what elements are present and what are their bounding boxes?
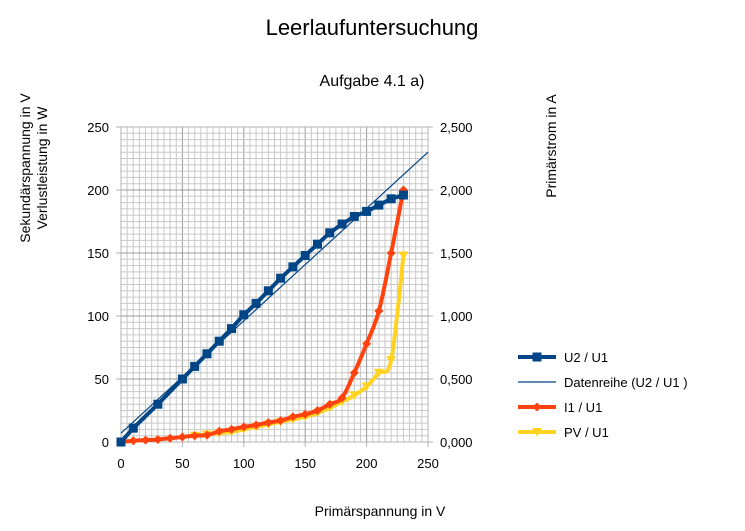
data-point [177,374,187,384]
y-axis-label-left-1: Sekundärspannung in V [17,93,33,243]
data-point [337,219,347,229]
legend-entry: PV / U1 [518,425,609,440]
y-left-tick-label: 200 [87,183,109,198]
data-point [276,416,286,426]
legend-marker [532,428,542,437]
series-layer [116,151,429,447]
trendline [120,151,429,434]
data-point [349,368,359,378]
y-left-tick-label: 250 [87,120,109,135]
y-left-tick-label: 50 [95,372,109,387]
x-tick-label: 0 [117,456,124,471]
x-axis-label: Primärspannung in V [315,503,446,519]
data-point [398,190,408,200]
data-point [325,228,335,238]
y-left-tick-label: 100 [87,309,109,324]
data-point [288,262,298,272]
axes [116,126,433,447]
x-tick-label: 150 [294,456,316,471]
data-point [386,248,396,258]
series-line [119,193,406,444]
legend-label: I1 / U1 [564,400,602,415]
data-point [165,433,175,443]
data-point [239,310,249,320]
y-left-tick-label: 0 [102,435,109,450]
data-point [288,412,298,422]
data-point [325,399,335,409]
data-point [153,399,163,409]
data-point [386,356,397,365]
y-right-tick-label: 1,500 [440,246,473,261]
legend: U2 / U1 Datenreihe (U2 / U1 ) I1 / U1 PV / … [518,350,688,440]
data-point [361,382,372,392]
tick-labels: 0 50 100 150 200 2500501001502002500,0000,500… [87,120,472,471]
y-right-tick-label: 0,500 [440,372,473,387]
data-point [239,422,249,432]
data-point [227,324,237,334]
y-right-tick-label: 0,000 [440,435,473,450]
y-right-tick-label: 2,500 [440,120,473,135]
data-point [373,368,384,378]
data-point [362,206,372,216]
data-point [263,417,273,427]
legend-entry: I1 / U1 [518,400,602,415]
legend-entry: U2 / U1 [518,350,608,365]
data-point [214,426,224,436]
data-point [128,423,138,433]
series-u2-u1 [116,190,408,447]
data-point [128,436,138,446]
x-tick-label: 100 [233,456,255,471]
x-tick-label: 250 [417,456,439,471]
y-axis-label-right: Primärstrom in A [543,94,559,198]
data-point [386,194,396,204]
data-point [263,286,273,296]
data-point [227,424,237,434]
data-point [374,306,384,316]
x-tick-label: 50 [175,456,189,471]
chart-subtitle: Aufgabe 4.1 a) [320,73,425,90]
legend-label: PV / U1 [564,425,609,440]
data-point [349,391,360,400]
data-point [312,406,322,415]
data-point [116,437,126,447]
data-point [276,273,286,283]
data-point [214,336,224,346]
legend-marker [532,352,542,362]
data-point [374,200,384,210]
y-right-tick-label: 2,000 [440,183,473,198]
data-point [300,409,310,419]
legend-label: Datenreihe (U2 / U1 ) [564,375,688,390]
data-point [251,420,261,430]
data-point [398,251,409,261]
data-point [190,431,200,441]
data-point [312,239,322,249]
y-axis-label-left-2: Verlustleistung in W [34,106,50,230]
data-point [337,393,347,403]
data-point [362,339,372,349]
legend-label: U2 / U1 [564,350,608,365]
chart-title: Leerlaufuntersuchung [266,15,479,40]
data-point [177,432,187,442]
data-point [300,251,310,261]
legend-marker [532,402,542,412]
data-point [202,430,212,440]
data-point [153,434,163,444]
data-point [141,435,151,445]
y-left-tick-label: 150 [87,246,109,261]
series-trendline [120,151,429,434]
y-right-tick-label: 1,000 [440,309,473,324]
data-point [349,211,359,221]
data-point [190,361,200,371]
legend-entry: Datenreihe (U2 / U1 ) [518,375,688,390]
x-tick-label: 200 [356,456,378,471]
data-point [251,298,261,308]
data-point [202,349,212,359]
